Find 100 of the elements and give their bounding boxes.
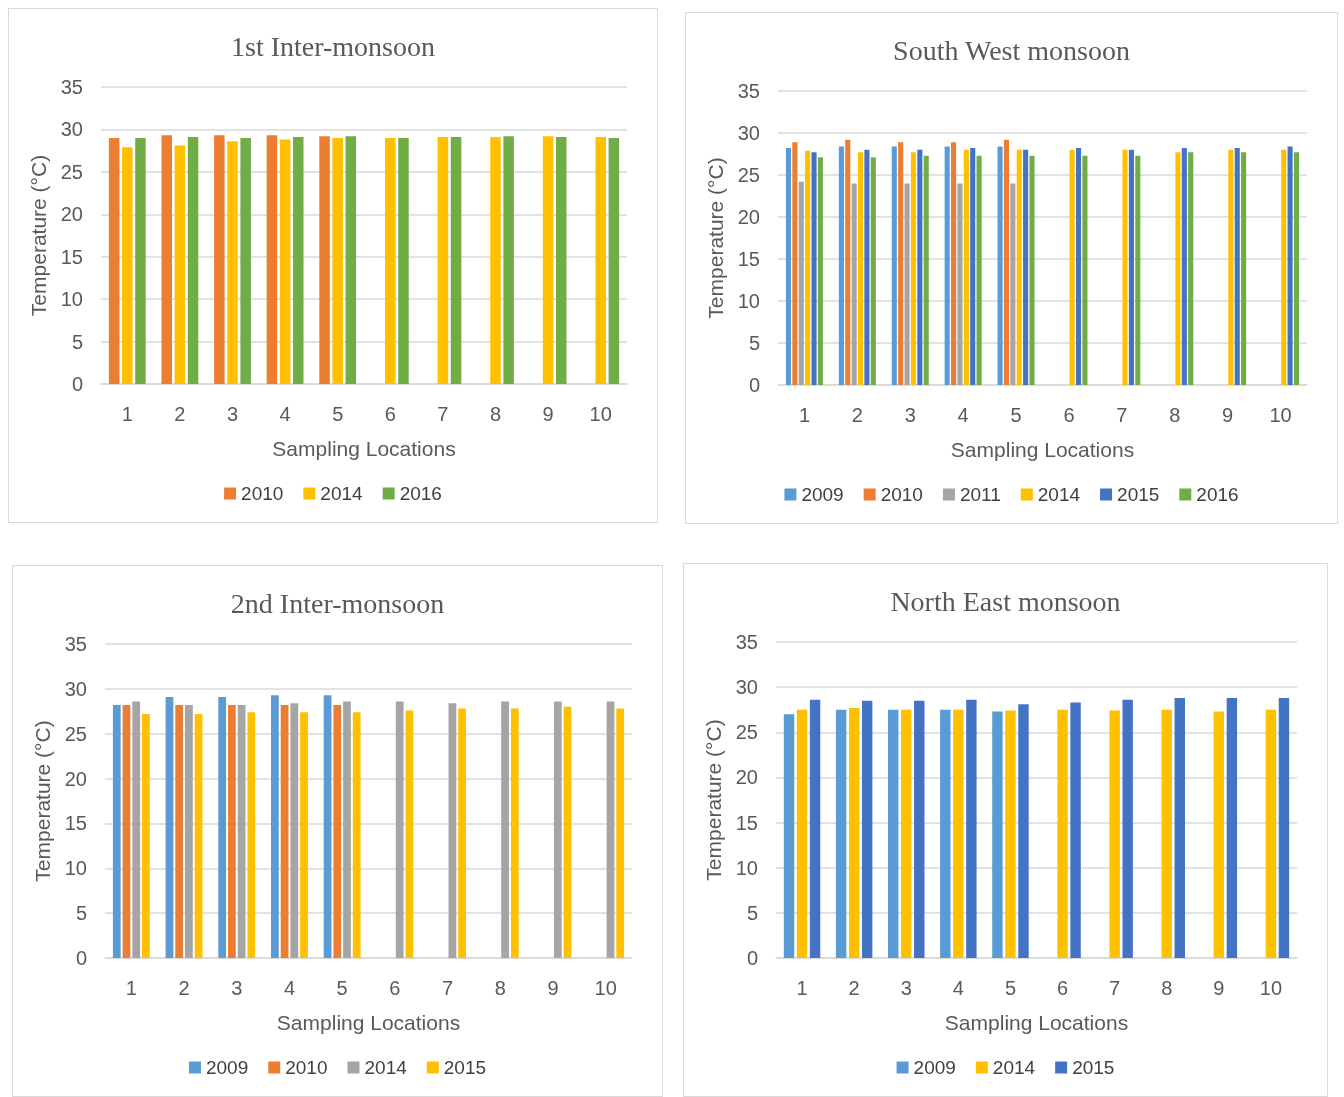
x-axis-title: Sampling Locations — [272, 437, 456, 460]
bar — [405, 710, 414, 958]
bar — [135, 137, 146, 384]
y-tick-label: 0 — [75, 947, 87, 969]
legend-label: 2009 — [801, 484, 844, 505]
bar — [798, 181, 804, 385]
x-tick-label: 8 — [489, 403, 502, 425]
bar — [279, 139, 291, 384]
bar — [300, 712, 308, 958]
x-tick-label: 5 — [336, 977, 348, 999]
y-tick-label: 10 — [735, 856, 758, 879]
bar — [185, 705, 193, 958]
y-tick-label: 25 — [737, 164, 760, 186]
y-tick-label: 20 — [737, 206, 760, 228]
bar — [1234, 148, 1240, 385]
y-tick-label: 10 — [60, 288, 83, 311]
legend-label: 2014 — [992, 1057, 1036, 1078]
chart-title: North East monsoon — [890, 585, 1121, 617]
y-axis-title: Temperature (°C) — [27, 154, 50, 317]
legend-label: 2010 — [880, 484, 923, 505]
bar — [792, 142, 798, 385]
y-tick-label: 30 — [735, 676, 758, 699]
bar — [395, 701, 404, 958]
bar — [851, 183, 857, 385]
x-tick-label: 1 — [121, 403, 133, 425]
bar — [1175, 152, 1181, 385]
x-tick-label: 4 — [952, 977, 964, 999]
bar — [448, 703, 457, 958]
bar — [450, 137, 462, 384]
bar — [345, 136, 357, 384]
x-tick-label: 6 — [389, 977, 401, 999]
x-tick-label: 4 — [279, 403, 291, 425]
legend-label: 2009 — [913, 1057, 956, 1078]
legend-label: 2010 — [285, 1057, 328, 1078]
legend-label: 2016 — [399, 483, 442, 504]
bar — [122, 705, 131, 958]
bar — [1069, 149, 1075, 385]
bar — [490, 137, 501, 384]
bar — [1287, 146, 1293, 385]
x-tick-label: 9 — [1213, 977, 1225, 999]
bar — [214, 135, 225, 384]
bar — [553, 701, 562, 958]
bar — [817, 157, 823, 385]
y-tick-label: 15 — [60, 245, 83, 268]
bar — [108, 137, 120, 384]
bar — [870, 157, 876, 385]
y-tick-label: 35 — [64, 633, 87, 655]
y-tick-label: 25 — [60, 160, 83, 183]
x-tick-label: 10 — [1259, 977, 1283, 999]
bar — [352, 712, 361, 958]
legend-label: 2011 — [959, 484, 1001, 505]
legend-label: 2016 — [1196, 484, 1239, 505]
bar — [161, 135, 173, 384]
y-tick-label: 25 — [64, 722, 87, 745]
y-tick-label: 35 — [735, 631, 758, 653]
bar — [266, 135, 278, 384]
bar — [904, 183, 910, 385]
x-tick-label: 7 — [437, 403, 449, 425]
y-tick-label: 0 — [71, 373, 83, 395]
bar — [910, 152, 916, 385]
bar — [805, 150, 811, 385]
y-axis-title: Temperature (°C) — [702, 719, 725, 881]
bar — [1016, 149, 1022, 385]
x-tick-label: 8 — [494, 977, 506, 999]
x-tick-label: 9 — [1222, 404, 1234, 426]
bar — [280, 705, 289, 958]
bar — [1075, 148, 1082, 385]
bar — [1023, 149, 1029, 385]
y-tick-label: 15 — [735, 811, 758, 834]
y-tick-label: 20 — [735, 766, 758, 789]
x-tick-label: 3 — [226, 403, 239, 425]
bar — [332, 137, 343, 384]
y-tick-label: 25 — [735, 721, 758, 744]
bar — [1122, 149, 1128, 385]
bar — [501, 701, 509, 958]
bar — [165, 696, 174, 958]
bar — [142, 713, 150, 958]
bar — [898, 142, 904, 385]
x-tick-label: 2 — [851, 404, 863, 426]
bar — [864, 149, 870, 385]
y-tick-label: 5 — [746, 901, 758, 924]
x-tick-label: 9 — [547, 977, 559, 999]
y-tick-label: 35 — [737, 80, 760, 102]
bar — [237, 705, 246, 958]
y-tick-label: 30 — [64, 677, 87, 700]
x-tick-label: 7 — [441, 977, 454, 999]
bar — [944, 146, 950, 385]
y-axis-title: Temperature (°C) — [31, 720, 54, 882]
bar — [1135, 155, 1141, 385]
x-tick-label: 2 — [178, 977, 190, 999]
x-tick-label: 3 — [231, 977, 243, 999]
bar — [891, 146, 897, 385]
bar — [1181, 148, 1187, 385]
legend-label: 2014 — [320, 483, 364, 504]
bar — [595, 137, 606, 384]
y-tick-label: 35 — [60, 76, 83, 98]
bar — [555, 137, 567, 384]
bar — [1128, 149, 1134, 385]
bar — [785, 148, 792, 385]
legend-label: 2015 — [1117, 484, 1160, 505]
